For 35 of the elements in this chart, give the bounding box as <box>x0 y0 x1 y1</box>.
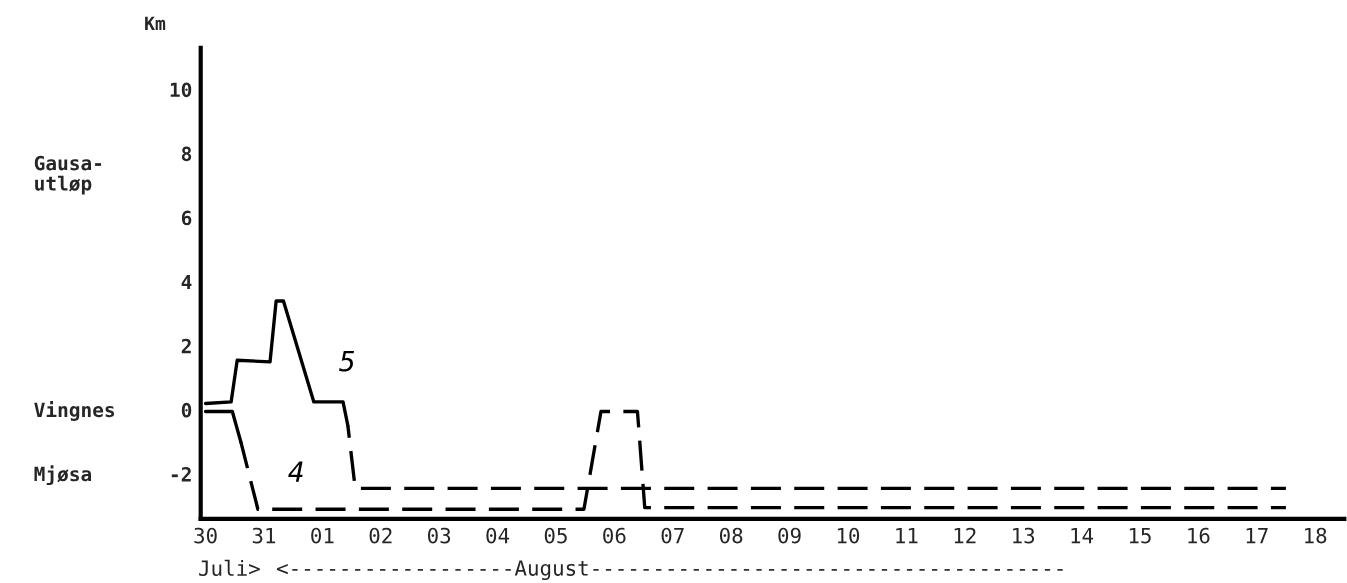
x-tick-label: 11 <box>896 527 918 544</box>
series-label: 4 <box>288 461 303 482</box>
x-tick-label: 13 <box>1013 527 1035 544</box>
x-tick-label: 16 <box>1188 527 1210 544</box>
series-label: 5 <box>339 350 355 372</box>
y-tick-label: 8 <box>181 146 192 162</box>
y-tick-label: 10 <box>170 82 192 98</box>
x-tick-label: 06 <box>603 527 626 544</box>
text: Vingnes <box>34 401 115 421</box>
x-tick-label: 02 <box>369 527 392 544</box>
y-tick-label: 4 <box>181 274 192 290</box>
x-tick-label: 03 <box>427 527 451 544</box>
x-tick-label: 12 <box>954 527 976 544</box>
text: Mjøsa <box>34 465 92 486</box>
y-tick-label: 0 <box>181 402 192 418</box>
text: Juli> <box>199 559 260 577</box>
x-tick-label: 01 <box>311 527 334 544</box>
x-tick-label: 05 <box>544 527 567 544</box>
x-tick-label: 10 <box>837 527 860 544</box>
x-tick-label: 15 <box>1129 527 1151 544</box>
text: <------------------August-------------------------------------- <box>277 560 1063 581</box>
y-tick-label: 2 <box>181 338 191 354</box>
x-tick-label: 08 <box>719 527 743 544</box>
x-tick-label: 17 <box>1246 527 1268 544</box>
x-tick-label: 30 <box>194 527 217 544</box>
x-tick-label: 18 <box>1305 527 1327 544</box>
y-tick-label: -2 <box>171 466 191 482</box>
x-tick-label: 07 <box>661 527 684 544</box>
text: Gausa- utløp <box>34 155 102 195</box>
x-tick-label: 14 <box>1071 527 1094 544</box>
y-tick-label: 6 <box>181 210 192 226</box>
x-tick-label: 31 <box>252 527 276 544</box>
y-axis-title: Km <box>145 16 166 30</box>
x-tick-label: 04 <box>486 527 510 544</box>
x-tick-label: 09 <box>778 527 801 544</box>
